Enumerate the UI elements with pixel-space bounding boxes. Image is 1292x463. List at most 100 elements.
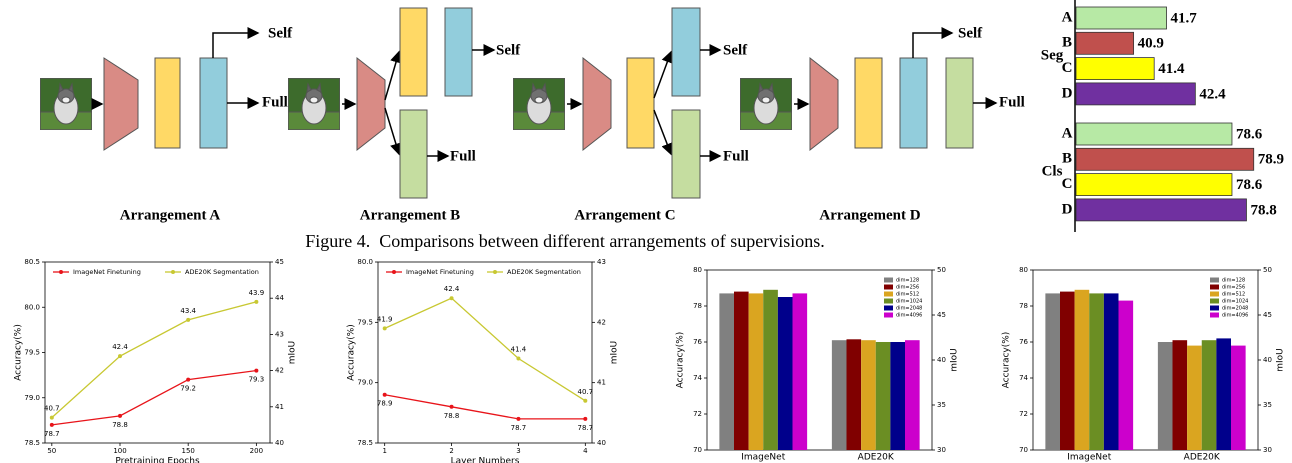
bar [1076,83,1195,105]
y2-tick-label: 42 [597,318,606,326]
value-label: 78.7 [44,430,60,438]
legend-swatch [884,313,893,318]
y-tick-label: 80 [1019,266,1028,274]
y2-tick-label: 50 [1263,266,1272,274]
legend-swatch [1210,306,1219,311]
x-tick-label: 2 [449,447,453,455]
legend-swatch [1210,292,1219,297]
legend-label: ImageNet Finetuning [73,268,141,276]
series-line [385,298,586,401]
diagram-label: Arrangement A [120,207,221,223]
y2-tick-label: 45 [275,258,284,266]
output-label: Full [450,148,476,164]
category-label: D [1062,201,1073,217]
y-tick-label: 72 [693,410,702,418]
y2-tick-label: 41 [597,379,606,387]
legend-label: dim=512 [1222,292,1245,298]
legend-swatch [884,278,893,283]
point [118,414,122,418]
x-tick-label: 150 [181,447,194,455]
y-tick-label: 80.0 [357,258,373,266]
bar [1119,301,1134,450]
point [186,318,190,322]
output-label: Full [999,94,1025,110]
point [383,393,387,397]
y-tick-label: 70 [693,446,702,454]
y-tick-label: 76 [1019,338,1028,346]
point [450,296,454,300]
series-line [52,302,257,418]
y-tick-label: 80 [693,266,702,274]
y-tick-label: 78.5 [357,439,373,447]
input-image [513,78,565,130]
value-label: 78.6 [1236,177,1263,193]
y-tick-label: 70 [1019,446,1028,454]
legend-swatch [884,285,893,290]
y2-tick-label: 40 [275,439,284,447]
x-tick-label: ImageNet [1067,453,1111,463]
legend-label: dim=256 [1222,285,1245,291]
bar [1187,346,1202,450]
value-label: 40.7 [578,388,594,396]
value-label: 41.4 [1158,61,1185,77]
y-tick-label: 74 [693,374,702,382]
value-label: 40.7 [44,405,60,413]
x-tick-label: 100 [113,447,126,455]
arrow [385,108,399,154]
legend-label: dim=1024 [1222,299,1248,305]
bar [763,290,778,450]
y2-tick-label: 30 [1263,446,1272,454]
bar [1076,199,1246,221]
y2-tick-label: 45 [937,311,946,319]
value-label: 78.8 [444,412,460,420]
legend-label: ImageNet Finetuning [406,268,474,276]
y2-tick-label: 40 [937,356,946,364]
value-label: 43.4 [180,307,196,315]
output-label: Self [496,42,521,58]
y2-axis-label: mIoU [288,341,298,365]
point [254,369,258,373]
y-tick-label: 78 [1019,302,1028,310]
y-axis-label: Accuracy(%) [14,324,24,381]
y2-tick-label: 35 [1263,401,1272,409]
block [627,58,654,148]
legend-label: dim=512 [896,292,919,298]
legend-marker [59,270,63,274]
value-label: 40.9 [1138,36,1164,52]
y2-tick-label: 42 [275,367,284,375]
point [516,357,520,361]
x-tick-label: 4 [583,447,588,455]
value-label: 42.4 [444,285,460,293]
bar [861,340,876,450]
y-tick-label: 76 [693,338,702,346]
encoder [583,58,611,150]
value-label: 78.7 [578,424,594,432]
encoder [104,58,138,150]
legend-label: dim=1024 [896,299,922,305]
bar [734,292,749,450]
point [254,300,258,304]
legend-label: ADE20K Segmentation [507,268,581,276]
bar [1231,346,1246,450]
bar [1104,293,1119,450]
bar [1076,148,1254,170]
diagram-c [513,8,720,198]
value-label: 78.7 [511,424,527,432]
y2-tick-label: 35 [937,401,946,409]
legend-swatch [1210,278,1219,283]
y-tick-label: 78.5 [24,439,40,447]
bar [1173,340,1188,450]
point [583,399,587,403]
block [400,8,427,96]
y2-tick-label: 44 [275,294,284,302]
legend-marker [392,270,396,274]
arrow [385,52,399,100]
bar [1076,32,1134,54]
input-image [288,78,340,130]
y2-tick-label: 43 [597,258,606,266]
legend-label: dim=4096 [896,313,922,319]
y-tick-label: 79.0 [357,379,373,387]
series-line [385,395,586,419]
diagram-label: Arrangement B [360,207,460,223]
bar [890,342,905,450]
